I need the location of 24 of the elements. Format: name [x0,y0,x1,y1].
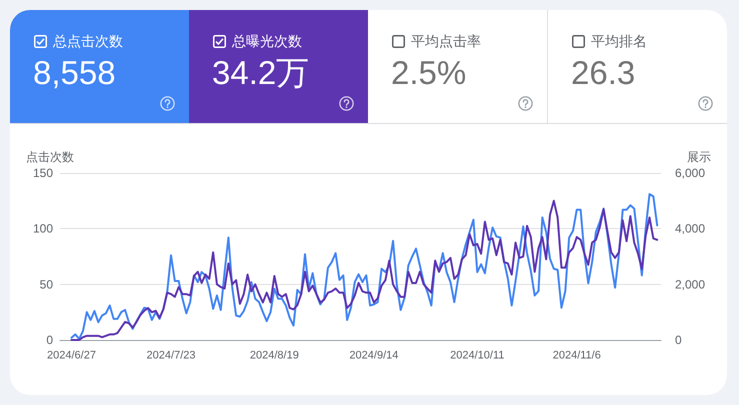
text: 8,558 [33,54,116,91]
text: 34.2万 [212,54,310,91]
y2-axis-title: 展示 [687,150,711,164]
y2-tick-label: 4,000 [675,222,706,236]
x-tick-label: 2024/7/23 [146,350,196,362]
y-axis-title: 点击次数 [26,150,74,164]
category-label: 总点击次数 [53,32,123,50]
x-tick-label: 2024/10/11 [450,350,504,362]
y2-tick-label: 0 [675,333,682,347]
y2-tick-label: 2,000 [675,277,706,292]
y-tick-label: 50 [40,277,54,292]
y-tick-label: 0 [46,333,54,347]
y2-tick-label: 6,000 [675,166,706,180]
y-tick-label: 100 [32,222,54,236]
category-label: 平均点击率 [411,32,481,50]
category-label: 平均排名 [591,32,647,50]
x-tick-label: 2024/6/27 [47,350,96,362]
text: 2.5% [391,54,466,91]
y-tick-label: 150 [32,166,54,180]
x-tick-label: 2024/11/6 [552,350,601,362]
x-tick-label: 2024/9/14 [349,350,398,362]
category-label: 总曝光次数 [232,32,302,50]
text: 26.3 [571,54,636,91]
x-tick-label: 2024/8/19 [250,350,299,362]
